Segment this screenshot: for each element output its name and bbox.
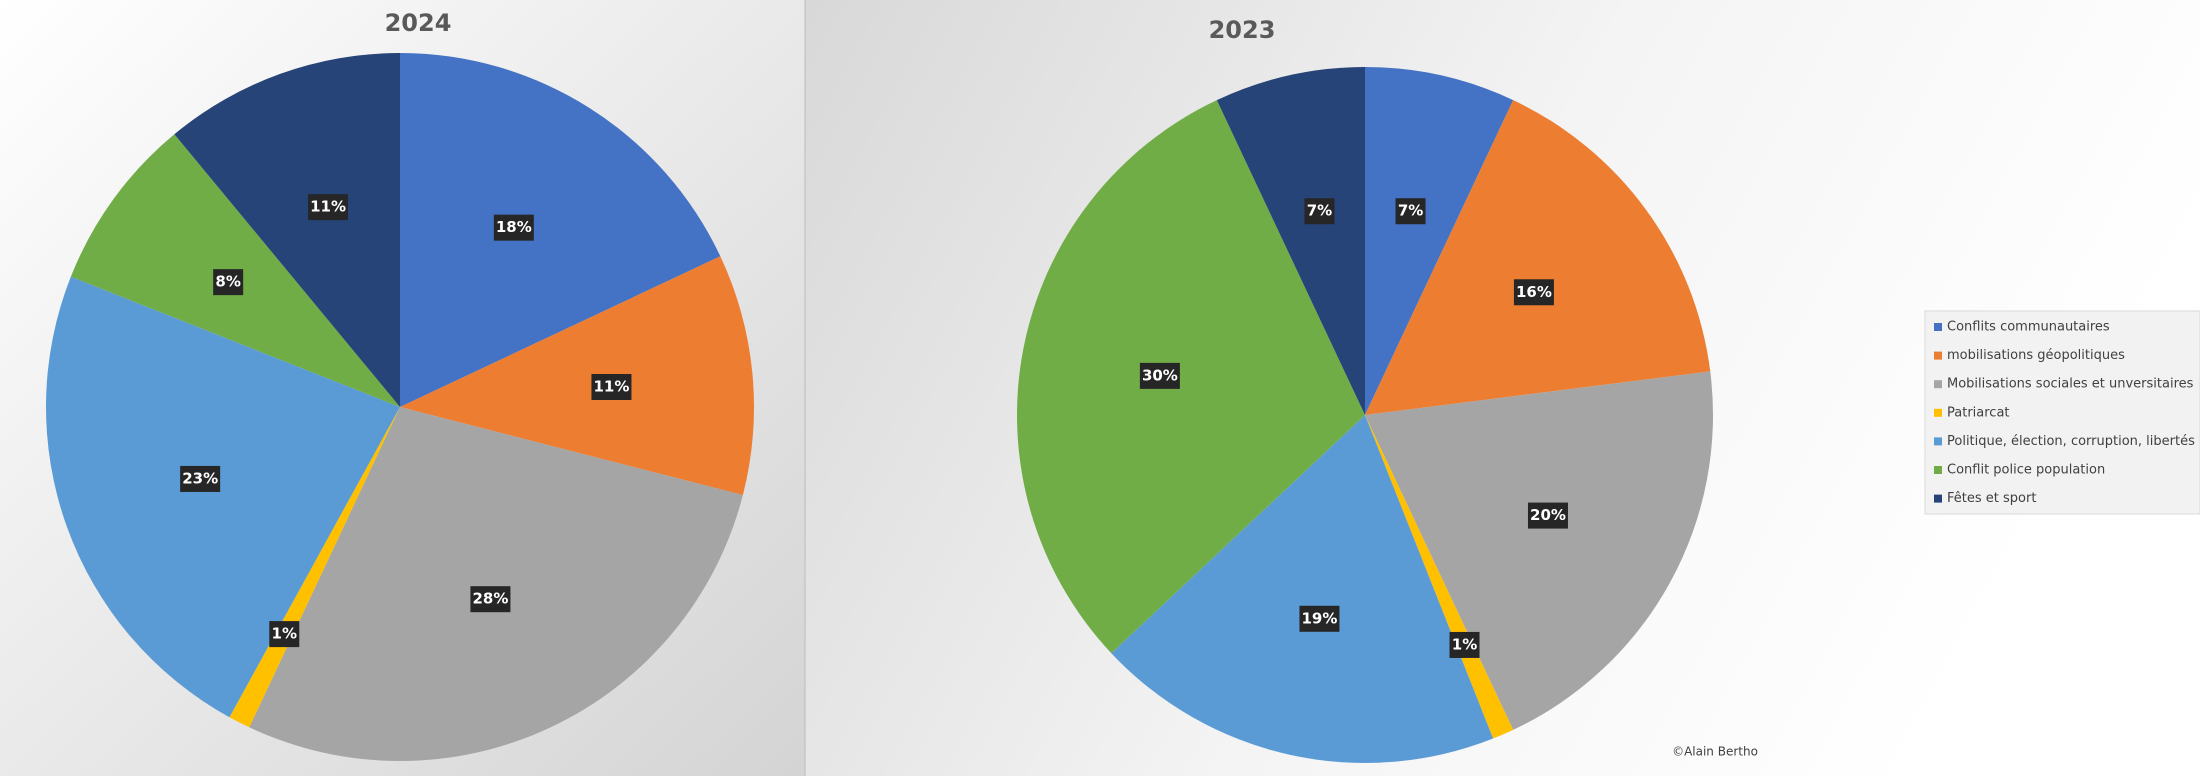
value-label: 23% [182,469,218,487]
value-label-box [1395,198,1426,225]
legend-label: mobilisations géopolitiques [1947,348,2125,363]
legend-label: Conflits communautaires [1947,320,2110,335]
value-label-box [470,586,511,613]
legend-swatch [1934,323,1942,331]
pie-slice [174,53,400,407]
legend-label: Patriarcat [1947,405,2010,420]
value-label: 11% [594,378,630,396]
value-label-box [1449,631,1480,658]
value-label-box [269,621,300,648]
legend-swatch [1934,380,1942,389]
legend-label: Conflit police population [1947,463,2105,478]
legend-box [1924,310,2200,515]
value-label-box [1139,362,1180,389]
pie-slice [1111,415,1494,763]
legend-label: Politique, élection, corruption, liberté… [1947,434,2195,449]
pie-slice [1216,67,1365,415]
value-label-box [1304,198,1335,225]
pie-slice [400,256,754,496]
value-label-box [1527,502,1568,529]
pie-slice [45,276,400,718]
legend-swatch [1934,437,1942,446]
value-label: 1% [272,625,297,643]
value-label: 11% [310,198,346,216]
value-label-box [591,374,632,401]
value-label: 8% [215,273,240,291]
value-label: 30% [1142,366,1178,384]
pie-slice [1365,67,1514,415]
value-label: 28% [472,590,508,608]
chart-title: 2024 [385,9,452,37]
value-label-box [493,214,534,241]
pie-slice [249,407,743,761]
value-label: 18% [496,218,532,236]
legend-swatch [1934,408,1942,417]
value-label-box [180,465,221,492]
value-label-box [1299,605,1340,632]
pie-slice [1365,371,1713,730]
chart-title: 2023 [1209,16,1276,44]
copyright: ©Alain Bertho [1672,745,1758,759]
value-label-box [213,269,244,296]
value-label: 19% [1301,609,1337,627]
value-label: 20% [1530,506,1566,524]
pie-slice [400,53,721,407]
legend-swatch [1934,494,1942,503]
value-label: 16% [1516,283,1552,301]
legend-swatch [1934,351,1942,360]
pie-slice [229,407,400,728]
value-label-box [308,194,349,221]
pie-slice [1365,100,1711,416]
value-label: 7% [1307,202,1332,220]
value-label: 7% [1398,202,1423,220]
value-label: 1% [1452,635,1477,653]
legend-label: Mobilisations sociales et unversitaires [1947,377,2194,392]
legend-label: Fêtes et sport [1947,491,2036,506]
value-label-box [1513,279,1554,306]
legend-swatch [1934,466,1942,474]
pie-slice [1016,100,1365,654]
